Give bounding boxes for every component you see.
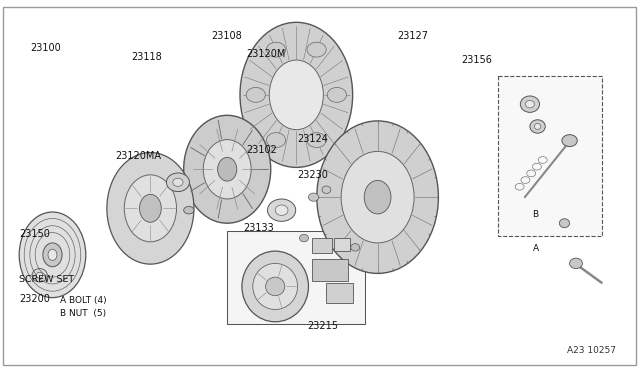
Bar (312, 238, 332, 253)
Text: 23127: 23127 (397, 31, 428, 41)
Ellipse shape (266, 133, 285, 148)
Ellipse shape (268, 199, 296, 221)
Text: 23133: 23133 (243, 223, 274, 233)
Ellipse shape (559, 219, 570, 228)
Ellipse shape (240, 22, 353, 167)
Text: 23124: 23124 (298, 134, 328, 144)
Ellipse shape (307, 133, 326, 148)
Ellipse shape (184, 206, 194, 214)
Ellipse shape (307, 42, 326, 57)
Ellipse shape (562, 135, 577, 147)
Ellipse shape (19, 212, 86, 298)
Ellipse shape (242, 251, 308, 322)
Ellipse shape (308, 193, 319, 201)
Ellipse shape (364, 180, 391, 214)
Text: 23108: 23108 (211, 31, 242, 41)
Ellipse shape (43, 243, 62, 267)
Ellipse shape (107, 153, 194, 264)
Ellipse shape (173, 178, 183, 186)
Text: B: B (532, 210, 539, 219)
Text: 23150: 23150 (19, 229, 50, 239)
Text: 23156: 23156 (461, 55, 492, 65)
Ellipse shape (341, 151, 414, 243)
Ellipse shape (520, 96, 540, 112)
Ellipse shape (266, 42, 285, 57)
Bar (498, 76, 602, 236)
Ellipse shape (322, 186, 331, 193)
Ellipse shape (327, 87, 346, 102)
Text: A BOLT (4): A BOLT (4) (60, 296, 107, 305)
Ellipse shape (534, 124, 541, 129)
Text: A: A (532, 244, 539, 253)
Ellipse shape (124, 175, 177, 242)
Text: 23120M: 23120M (246, 49, 286, 60)
Ellipse shape (32, 269, 47, 282)
Ellipse shape (266, 277, 285, 296)
Ellipse shape (317, 121, 438, 273)
Text: B NUT  (5): B NUT (5) (60, 309, 106, 318)
Text: 23102: 23102 (246, 145, 277, 155)
Ellipse shape (253, 263, 298, 310)
Ellipse shape (36, 272, 43, 278)
Ellipse shape (184, 115, 271, 223)
Bar (326, 283, 353, 303)
Text: A23 10257: A23 10257 (566, 346, 616, 355)
Ellipse shape (269, 60, 323, 130)
Ellipse shape (300, 234, 308, 242)
Ellipse shape (570, 258, 582, 269)
Text: 23215: 23215 (307, 321, 338, 331)
Text: 23230: 23230 (298, 170, 328, 180)
Ellipse shape (166, 173, 189, 192)
Ellipse shape (530, 120, 545, 133)
Text: SCREW SET: SCREW SET (19, 275, 74, 284)
Ellipse shape (525, 100, 534, 108)
Bar (312, 259, 348, 281)
Ellipse shape (48, 249, 57, 260)
Bar (122, 110, 211, 242)
Ellipse shape (351, 244, 360, 251)
Ellipse shape (204, 140, 251, 199)
Bar (334, 238, 350, 251)
Text: 23118: 23118 (131, 52, 162, 62)
Bar (227, 231, 365, 324)
Text: 23120MA: 23120MA (115, 151, 161, 161)
Ellipse shape (275, 205, 288, 215)
Ellipse shape (246, 87, 266, 102)
Text: 23200: 23200 (19, 294, 50, 304)
Ellipse shape (140, 195, 161, 222)
Text: 23100: 23100 (31, 43, 61, 53)
Ellipse shape (218, 157, 237, 181)
